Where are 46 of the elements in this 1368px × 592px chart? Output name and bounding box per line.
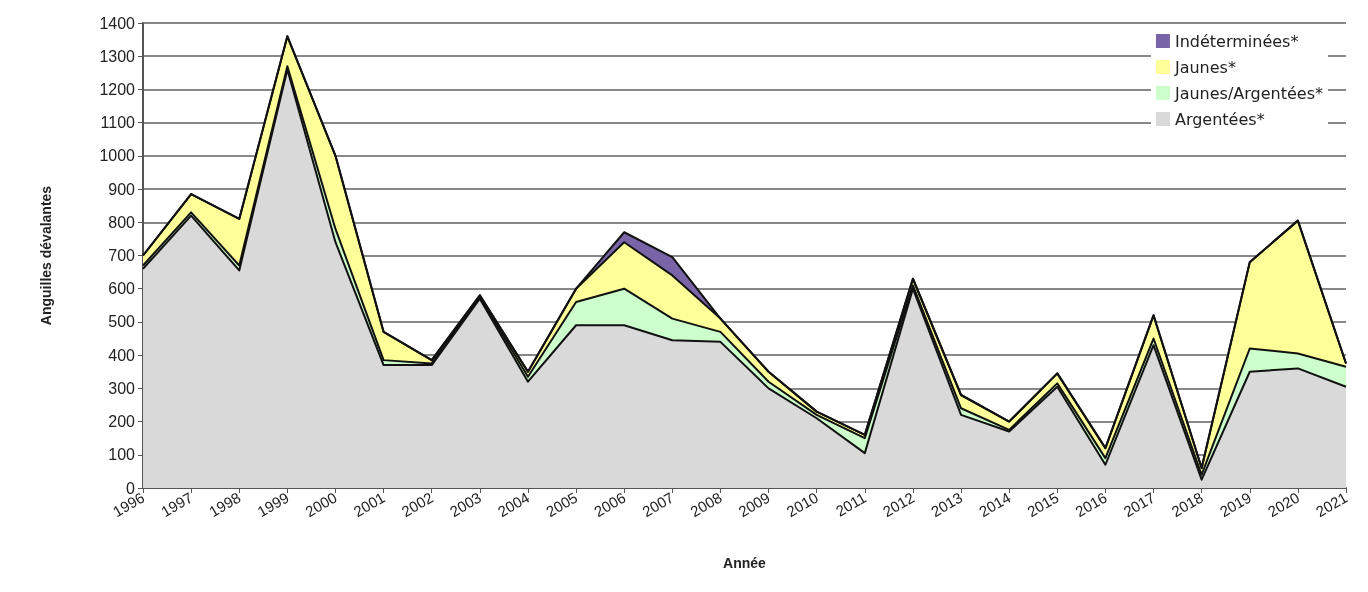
- x-axis-title: Année: [723, 555, 767, 571]
- x-tick-label: 2008: [687, 488, 725, 521]
- x-tick-label: 2013: [927, 488, 966, 521]
- x-tick-label: 2015: [1024, 488, 1062, 521]
- x-tick-label: 2016: [1072, 488, 1110, 521]
- x-tick-label: 2012: [879, 488, 918, 521]
- y-tick-label: 700: [108, 247, 136, 264]
- y-tick-label: 500: [108, 313, 136, 331]
- x-tick-label: 2010: [783, 488, 821, 521]
- x-tick-label: 2009: [735, 488, 773, 521]
- x-tick-label: 2004: [494, 488, 533, 521]
- x-tick-label: 2021: [1312, 488, 1351, 521]
- x-tick-label: 2011: [832, 488, 870, 520]
- y-tick-label: 600: [108, 280, 136, 298]
- y-tick-label: 1400: [99, 14, 136, 32]
- y-tick-label: 0: [126, 479, 136, 497]
- y-tick-label: 1000: [99, 147, 136, 165]
- y-tick-label: 200: [108, 413, 136, 431]
- y-tick-label: 800: [108, 213, 136, 231]
- x-tick-label: 2020: [1264, 488, 1303, 521]
- y-axis-title: Anguilles dévalantes: [38, 185, 54, 326]
- x-tick-label: 1998: [206, 488, 244, 521]
- legend-label: Argentées*: [1174, 109, 1265, 129]
- y-tick-label: 300: [108, 379, 136, 397]
- y-tick-label: 1300: [99, 47, 136, 65]
- y-tick-label: 1100: [100, 114, 136, 132]
- legend-label: Jaunes/Argentées*: [1173, 83, 1324, 103]
- x-tick-label: 1999: [254, 488, 292, 521]
- x-tick-label: 2018: [1168, 488, 1206, 521]
- y-tick-label: 400: [108, 346, 136, 364]
- legend-label: Indéterminées*: [1174, 31, 1299, 51]
- x-tick-label: 1997: [157, 488, 196, 521]
- x-tick-label: 2006: [591, 488, 629, 521]
- y-tick-label: 900: [108, 180, 136, 198]
- y-tick-label: 1200: [99, 80, 136, 98]
- x-tick-label: 2017: [1120, 488, 1158, 521]
- x-tick-label: 2002: [398, 488, 436, 521]
- x-tick-label: 2000: [302, 488, 340, 521]
- x-tick-label: 2019: [1216, 488, 1255, 521]
- legend-label: Jaunes*: [1173, 57, 1236, 77]
- y-tick-label: 100: [108, 446, 136, 464]
- x-tick-label: 2007: [639, 488, 677, 521]
- x-tick-label: 2001: [350, 488, 388, 521]
- x-tick-label: 2003: [446, 488, 485, 521]
- x-tick-label: 2005: [542, 488, 581, 521]
- x-tick-label: 2014: [976, 488, 1014, 521]
